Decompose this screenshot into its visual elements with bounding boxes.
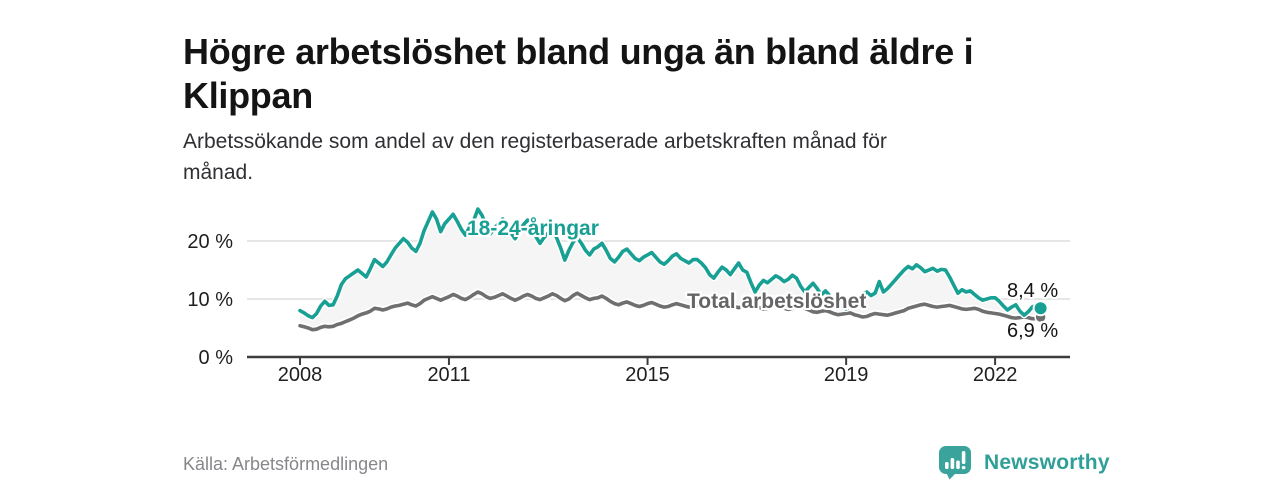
source-caption: Källa: Arbetsförmedlingen — [183, 454, 389, 474]
newsworthy-chart-bubble-icon — [939, 446, 971, 480]
page-title-line1: Högre arbetslöshet bland unga än bland ä… — [183, 31, 974, 73]
newsworthy-logo-text: Newsworthy — [984, 450, 1110, 474]
svg-text:2022: 2022 — [973, 364, 1018, 386]
svg-text:0 %: 0 % — [199, 347, 234, 369]
end-value-label-youth: 8,4 % — [1007, 280, 1059, 302]
svg-text:20 %: 20 % — [187, 231, 233, 253]
page-title: Högre arbetslöshet bland unga än bland ä… — [183, 30, 974, 118]
page-subtitle-line2: månad. — [183, 161, 254, 184]
svg-text:2008: 2008 — [278, 364, 323, 386]
svg-text:2019: 2019 — [824, 364, 869, 386]
svg-text:10 %: 10 % — [187, 289, 233, 311]
page-title-line2: Klippan — [183, 75, 313, 117]
series-label-youth: 18-24-åringar — [467, 217, 599, 240]
series-label-total: Total arbetslöshet — [687, 290, 867, 313]
svg-text:2011: 2011 — [427, 364, 470, 386]
page-subtitle: Arbetssökande som andel av den registerb… — [183, 126, 887, 188]
end-value-label-total: 6,9 % — [1007, 320, 1059, 342]
page-subtitle-line1: Arbetssökande som andel av den registerb… — [183, 130, 887, 153]
newsworthy-logo[interactable]: Newsworthy — [936, 445, 1110, 480]
svg-text:2015: 2015 — [625, 364, 670, 386]
